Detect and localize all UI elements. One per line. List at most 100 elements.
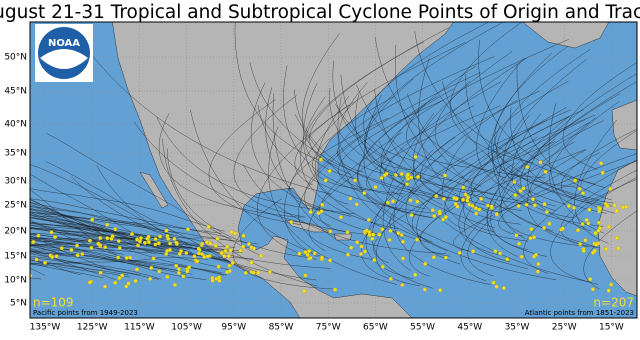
origin-point	[406, 173, 410, 177]
origin-point	[196, 260, 200, 264]
origin-point	[147, 240, 151, 244]
origin-point	[381, 227, 385, 231]
origin-point	[103, 285, 107, 289]
origin-point	[118, 276, 122, 280]
origin-point	[206, 254, 210, 258]
lon-label: 55°W	[410, 323, 435, 333]
origin-point	[513, 180, 517, 184]
origin-point	[525, 203, 529, 207]
origin-point	[581, 222, 585, 226]
origin-point	[498, 252, 502, 256]
origin-point	[309, 256, 313, 260]
origin-point	[230, 230, 234, 234]
origin-point	[573, 179, 577, 183]
origin-point	[593, 249, 597, 253]
origin-point	[561, 227, 565, 231]
origin-point	[410, 213, 414, 217]
origin-point	[455, 197, 459, 201]
origin-point	[165, 229, 169, 233]
lon-label: 15°W	[599, 323, 624, 333]
origin-point	[370, 237, 374, 241]
origin-point	[545, 210, 549, 214]
origin-point	[333, 288, 337, 292]
origin-point	[205, 240, 209, 244]
origin-point	[225, 245, 229, 249]
origin-point	[599, 162, 603, 166]
origin-point	[442, 197, 446, 201]
origin-point	[486, 204, 490, 208]
origin-point	[506, 257, 510, 261]
origin-point	[304, 250, 308, 254]
origin-point	[355, 241, 359, 245]
lon-label: 125°W	[77, 323, 108, 333]
origin-point	[157, 241, 161, 245]
origin-point	[515, 234, 519, 238]
origin-point	[154, 243, 158, 247]
origin-point	[606, 204, 610, 208]
origin-point	[250, 246, 254, 250]
origin-point	[359, 252, 363, 256]
lon-label: 65°W	[363, 323, 388, 333]
origin-point	[542, 226, 546, 230]
origin-point	[304, 274, 308, 278]
origin-point	[88, 239, 92, 243]
origin-point	[329, 230, 333, 234]
origin-point	[363, 250, 367, 254]
origin-point	[55, 254, 59, 258]
origin-point	[211, 279, 215, 283]
origin-point	[99, 271, 103, 275]
origin-point	[588, 208, 592, 212]
origin-point	[143, 241, 147, 245]
origin-point	[531, 197, 535, 201]
origin-point	[478, 208, 482, 212]
lon-label: 75°W	[316, 323, 341, 333]
origin-point	[609, 187, 613, 191]
origin-point	[185, 251, 189, 255]
origin-point	[585, 218, 589, 222]
origin-point	[454, 202, 458, 206]
origin-point	[391, 199, 395, 203]
land-hispaniola	[334, 234, 352, 240]
origin-point	[401, 283, 405, 287]
origin-point	[461, 186, 465, 190]
origin-point	[227, 254, 231, 258]
origin-point	[309, 210, 313, 214]
origin-point	[349, 197, 353, 201]
origin-point	[250, 261, 254, 265]
origin-point	[116, 256, 120, 260]
lat-label: 50°N	[4, 53, 27, 63]
origin-point	[239, 249, 243, 253]
origin-point	[125, 285, 129, 289]
origin-point	[492, 281, 496, 285]
origin-point	[136, 244, 140, 248]
origin-point	[529, 236, 533, 240]
noaa-logo: NOAA	[35, 24, 93, 82]
lat-label: 35°N	[4, 149, 27, 159]
origin-point	[400, 172, 404, 176]
lon-label: 25°W	[552, 323, 577, 333]
origin-point	[186, 228, 190, 232]
origin-point	[224, 249, 228, 253]
origin-point	[256, 271, 260, 275]
lon-label: 45°W	[457, 323, 482, 333]
origin-point	[532, 235, 536, 239]
origin-point	[624, 205, 628, 209]
origin-point	[193, 254, 197, 258]
origin-point	[231, 261, 235, 265]
origin-point	[152, 257, 156, 261]
origin-point	[177, 267, 181, 271]
origin-point	[413, 273, 417, 277]
lon-label: 105°W	[171, 323, 202, 333]
origin-point	[474, 206, 478, 210]
origin-point	[81, 252, 85, 256]
origin-point	[110, 237, 114, 241]
origin-point	[587, 222, 591, 226]
origin-point	[120, 274, 124, 278]
origin-point	[607, 225, 611, 229]
origin-point	[135, 238, 139, 242]
origin-point	[252, 271, 256, 275]
logo-text: NOAA	[48, 38, 80, 49]
origin-point	[355, 203, 359, 207]
origin-point	[118, 246, 122, 250]
origin-point	[43, 261, 47, 265]
